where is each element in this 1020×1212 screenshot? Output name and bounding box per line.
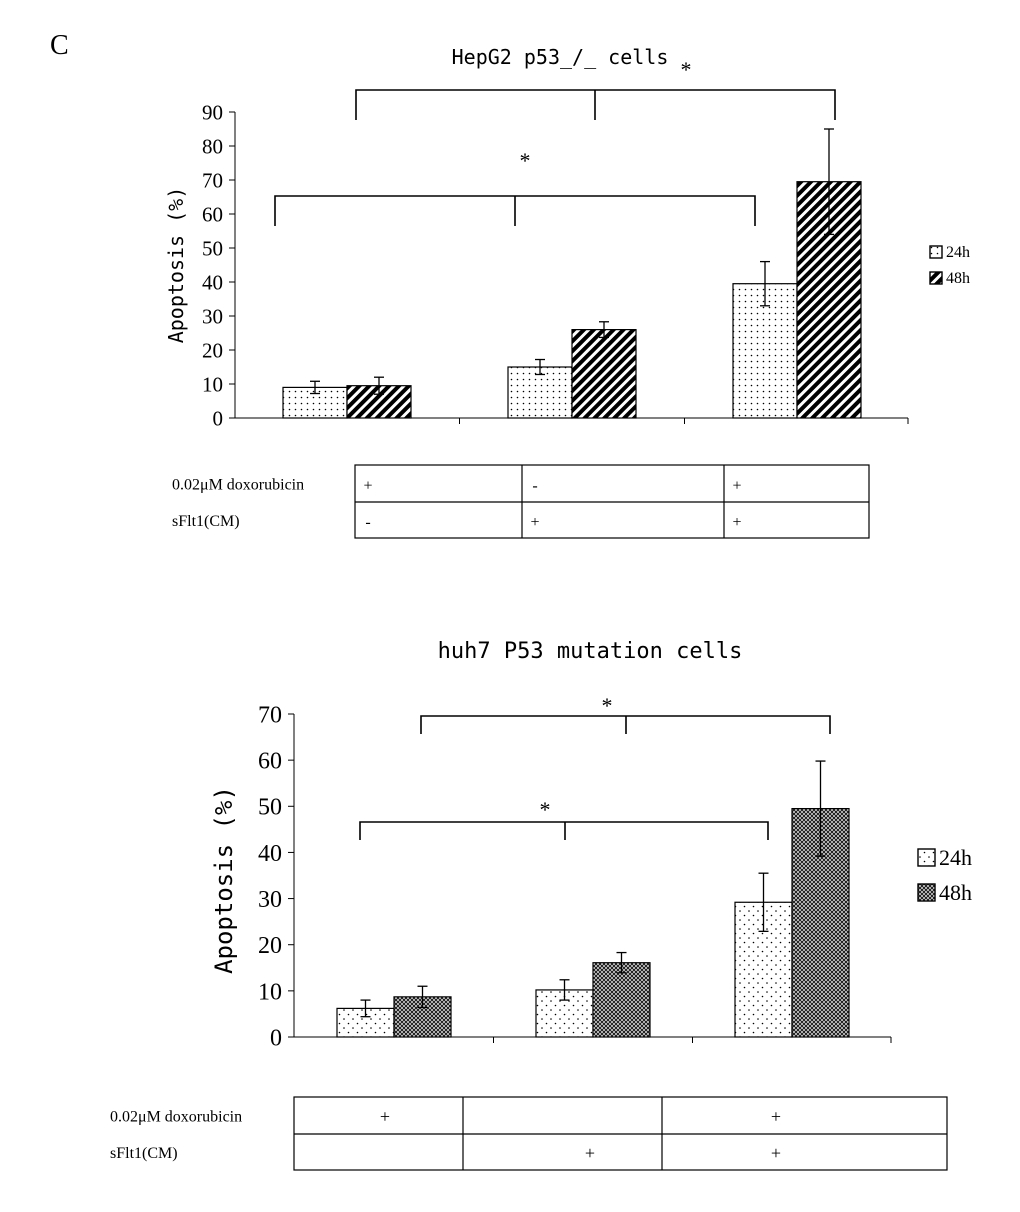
significance-bracket — [355, 89, 836, 120]
bar-48h-group-2 — [592, 962, 651, 1038]
bar-48h-group-2 — [571, 329, 637, 419]
y-tick-label: 0 — [270, 1025, 282, 1051]
y-tick-label: 0 — [213, 406, 224, 430]
table-cell: + — [771, 1143, 781, 1163]
chart2-bars — [336, 807, 850, 1038]
chart2-significance: ** — [359, 693, 831, 840]
legend-label-24h: 24h — [939, 845, 972, 870]
table-row-label: sFlt1(CM) — [172, 513, 240, 530]
y-axis-label: Apoptosis (%) — [210, 786, 238, 974]
y-tick-label: 20 — [202, 338, 223, 362]
table-cell: + — [530, 514, 539, 531]
chart1-title: HepG2 p53_/_ cells — [452, 45, 669, 69]
table-cell: + — [380, 1107, 390, 1127]
significance-bracket — [274, 195, 756, 226]
y-tick-label: 30 — [202, 304, 223, 328]
y-tick-label: 60 — [258, 749, 282, 775]
table-cell: - — [532, 478, 537, 495]
y-tick-label: 60 — [202, 202, 223, 226]
chart1-significance: ** — [274, 57, 836, 226]
y-tick-label: 10 — [202, 372, 223, 396]
legend-label-24h: 24h — [946, 244, 970, 261]
y-axis-label: Apoptosis (%) — [164, 187, 188, 344]
legend-label-48h: 48h — [946, 270, 970, 287]
table-cell: + — [771, 1107, 781, 1127]
table-cell: + — [585, 1143, 595, 1163]
chart2-condition-table: 0.02μM doxorubicin + + sFlt1(CM) + + — [110, 1096, 948, 1171]
legend-swatch-48h — [917, 883, 936, 902]
legend-swatch-24h — [929, 245, 943, 259]
table-cell: + — [732, 478, 741, 495]
chart1-legend: 24h 48h — [929, 244, 970, 287]
y-tick-label: 50 — [202, 236, 223, 260]
chart1-error-bars — [310, 128, 834, 395]
legend-label-48h: 48h — [939, 880, 972, 905]
y-tick-label: 30 — [258, 887, 282, 913]
y-tick-label: 80 — [202, 134, 223, 158]
y-tick-label: 20 — [258, 933, 282, 959]
significance-star: * — [602, 693, 613, 718]
table-row-label: 0.02μM doxorubicin — [110, 1109, 242, 1126]
significance-star: * — [520, 148, 531, 173]
y-tick-label: 70 — [258, 702, 282, 728]
legend-swatch-24h — [917, 848, 936, 867]
chart1-condition-table: 0.02μM doxorubicin + - + sFlt1(CM) - + + — [172, 464, 870, 539]
table-cell: + — [732, 514, 741, 531]
table-row-label: sFlt1(CM) — [110, 1145, 178, 1162]
chart1-axes: 0 10 20 30 40 50 60 70 80 90 Apoptosis (%) — [164, 100, 909, 430]
chart2-error-bars — [360, 760, 826, 1018]
y-tick-label: 40 — [202, 270, 223, 294]
chart-title: huh7 P53 mutation cells — [438, 639, 743, 664]
panel-label: C — [50, 30, 69, 61]
y-tick-label: 70 — [202, 168, 223, 192]
chart1-bars — [282, 181, 862, 419]
table-row-label: 0.02μM doxorubicin — [172, 477, 304, 494]
bar-24h-group-2 — [507, 366, 573, 419]
table-cell: + — [363, 478, 372, 495]
y-tick-label: 90 — [202, 100, 223, 124]
chart2-title: huh7 P53 mutation cells — [438, 639, 743, 664]
y-tick-label: 50 — [258, 795, 282, 821]
significance-bracket — [420, 715, 831, 734]
chart-title: HepG2 p53_/_ cells — [452, 45, 669, 69]
legend-swatch-48h — [929, 271, 943, 285]
y-tick-label: 10 — [258, 979, 282, 1005]
chart2-axes: 0 10 20 30 40 50 60 70 Apoptosis (%) — [210, 702, 892, 1051]
table-cell: - — [365, 514, 370, 531]
significance-star: * — [681, 57, 692, 82]
significance-star: * — [540, 797, 551, 822]
y-tick-label: 40 — [258, 841, 282, 867]
significance-bracket — [359, 821, 769, 840]
